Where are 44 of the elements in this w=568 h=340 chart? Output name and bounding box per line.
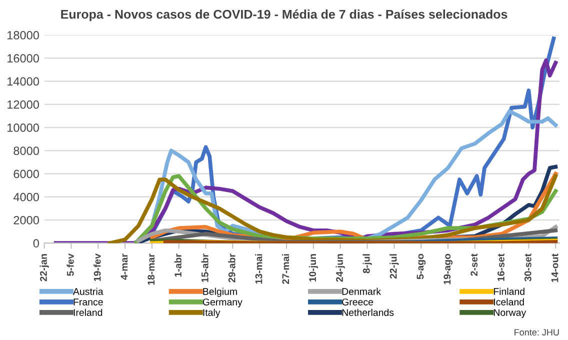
x-tick-label: 18-mar	[148, 254, 155, 285]
legend-label: Finland	[494, 288, 524, 295]
y-tick-label: 16000	[8, 54, 39, 63]
x-tick-label: 19-fev	[94, 254, 101, 282]
x-tick-label: 2-set	[470, 254, 478, 276]
x-tick-label: 13-mai	[255, 254, 262, 284]
legend-label: Italy	[203, 308, 220, 318]
x-tick-label: 19-ago	[444, 254, 453, 284]
x-tick-label: 29-abr	[228, 254, 236, 282]
y-tick-label: 10000	[8, 124, 39, 132]
y-tick-label: 12000	[8, 100, 39, 109]
legend-label: Denmark	[342, 288, 382, 295]
x-tick-label: 22-jan	[40, 254, 49, 282]
legend-label: France	[74, 298, 103, 306]
x-tick-label: 22-jul	[390, 254, 399, 279]
x-tick-label: 16-set	[498, 254, 504, 282]
legend-label: Iceland	[494, 298, 524, 306]
legend-label: Ireland	[74, 308, 102, 316]
x-tick-label: 8-jul	[362, 254, 372, 274]
legend-label: Austria	[73, 288, 104, 295]
source-note: Fonte: JHU	[514, 329, 559, 336]
y-tick-label: 14000	[8, 77, 39, 86]
x-tick-label: 27-mai	[282, 254, 290, 284]
chart-title: Europa - Novos casos de COVID-19 - Média de 7 dias - Países selecionados	[61, 9, 508, 22]
legend-label: Germany	[202, 298, 242, 308]
x-tick-label: 30-set	[524, 254, 532, 282]
y-tick-label: 6000	[14, 170, 39, 178]
y-tick-label: 18000	[8, 31, 39, 40]
legend-label: Norway	[494, 309, 526, 318]
x-tick-label: 1-abr	[174, 254, 182, 277]
x-tick-label: 5-ago	[416, 254, 426, 280]
x-tick-label: 5-fev	[66, 254, 74, 276]
legend-label: Netherlands	[342, 308, 394, 316]
legend-label: Belgium	[203, 288, 237, 297]
y-tick-label: 8000	[14, 146, 39, 156]
y-tick-label: 4000	[13, 192, 39, 202]
x-tick-label: 15-abr	[201, 254, 208, 282]
y-tick-label: 0	[33, 239, 39, 248]
y-tick-label: 2000	[14, 216, 39, 224]
x-tick-label: 4-mar	[120, 254, 128, 280]
legend-label: Greece	[342, 298, 374, 306]
x-tick-label: 24-jun	[336, 254, 345, 282]
x-tick-label: 14-out	[551, 254, 558, 282]
x-tick-label: 10-jun	[308, 254, 318, 282]
